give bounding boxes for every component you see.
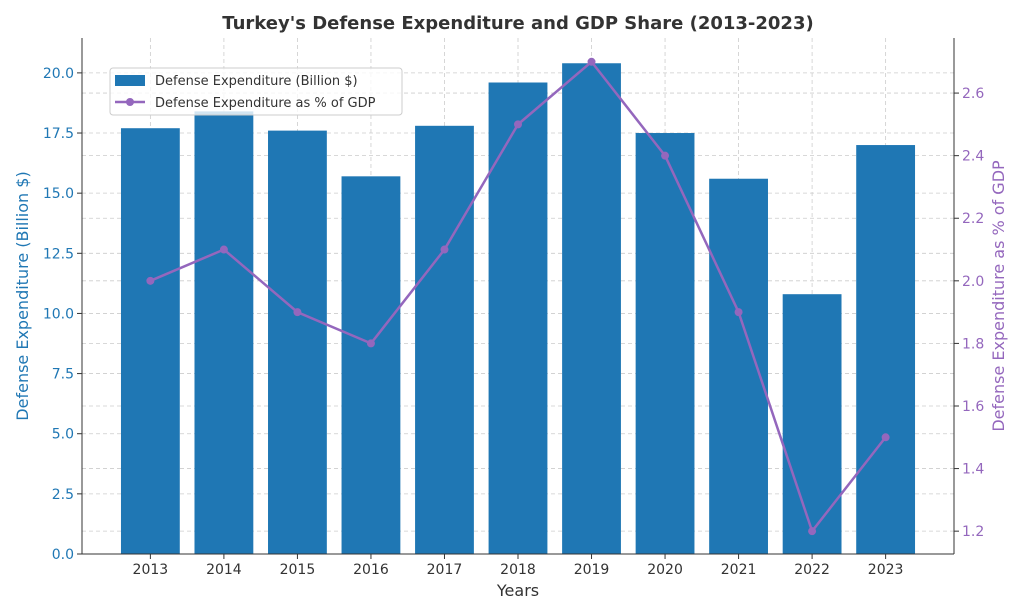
x-tick-label: 2016 [353, 562, 389, 578]
line-point-2013 [146, 276, 155, 285]
y-right-tick-label: 2.2 [962, 211, 984, 227]
x-tick-label: 2018 [500, 562, 536, 578]
y-left-tick-label: 7.5 [52, 367, 74, 383]
y-left-tick-label: 5.0 [52, 427, 74, 443]
y-left-tick-label: 0.0 [52, 547, 74, 563]
x-tick-label: 2017 [427, 562, 463, 578]
line-point-2017 [440, 245, 449, 254]
chart-title: Turkey's Defense Expenditure and GDP Sha… [222, 13, 813, 34]
bar-2023 [856, 145, 916, 554]
line-point-2014 [219, 245, 228, 254]
x-tick-label: 2021 [721, 562, 757, 578]
bar-2014 [194, 111, 254, 554]
bar-2018 [488, 82, 548, 555]
x-tick-label: 2020 [647, 562, 683, 578]
bar-2013 [120, 128, 180, 555]
legend-bar-swatch [115, 75, 145, 86]
y-right-tick-label: 2.0 [962, 274, 984, 290]
axes: 2013 2014 2015 2016 2017 2018 2019 2020 2021 2022… [43, 38, 984, 578]
x-tick-label: 2014 [206, 562, 242, 578]
x-tick-label: 2023 [868, 562, 904, 578]
y-axis-right-label: Defense Expenditure as % of GDP [989, 160, 1008, 432]
x-tick-label: 2013 [133, 562, 169, 578]
bar-2019 [562, 63, 621, 555]
line-point-2015 [293, 308, 302, 317]
line-point-2020 [661, 151, 670, 160]
bar-2015 [268, 130, 327, 554]
y-left-tick-label: 17.5 [43, 126, 74, 142]
y-right-tick-label: 1.8 [962, 336, 984, 352]
line-point-2023 [881, 433, 890, 442]
x-tick-label: 2015 [280, 562, 316, 578]
y-right-tick-label: 1.2 [962, 524, 984, 540]
line-point-2019 [587, 57, 596, 66]
line-point-2021 [734, 308, 743, 317]
y-right-tick-label: 2.6 [962, 86, 984, 102]
line-series [146, 57, 890, 536]
y-left-tick-label: 20.0 [43, 66, 74, 82]
x-tick-label: 2019 [574, 562, 610, 578]
legend-label-line: Defense Expenditure as % of GDP [155, 96, 376, 111]
bar-2022 [782, 294, 842, 554]
bar-2017 [415, 125, 474, 554]
y-right-tick-label: 1.6 [962, 399, 984, 415]
line-point-2016 [366, 339, 375, 348]
bar-2021 [709, 178, 768, 554]
legend-line-marker [126, 98, 134, 106]
y-left-tick-label: 12.5 [43, 246, 74, 262]
y-left-tick-label: 2.5 [52, 487, 74, 503]
line-point-2022 [808, 527, 817, 536]
bar-2020 [635, 133, 695, 554]
y-axis-left-label: Defense Expenditure (Billion $) [13, 171, 32, 420]
legend-box [109, 67, 403, 116]
x-tick-label: 2022 [794, 562, 830, 578]
y-right-tick-label: 1.4 [962, 462, 984, 478]
legend: Defense Expenditure (Billion $) Defense … [109, 67, 403, 116]
bars [120, 63, 916, 555]
line-point-2018 [514, 120, 522, 129]
y-left-tick-label: 10.0 [43, 306, 74, 322]
y-right-tick-label: 2.4 [962, 149, 984, 165]
legend-label-bar: Defense Expenditure (Billion $) [155, 74, 358, 89]
bar-2016 [341, 176, 401, 554]
y-left-tick-label: 15.0 [43, 186, 74, 202]
x-axis-label: Years [496, 581, 539, 600]
